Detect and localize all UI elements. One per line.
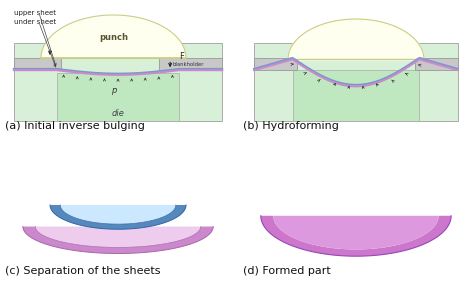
- Text: (d) Formed part: (d) Formed part: [243, 266, 330, 276]
- Text: upper sheet: upper sheet: [14, 10, 56, 16]
- Bar: [14, 58, 62, 70]
- Polygon shape: [273, 216, 438, 249]
- Text: p: p: [111, 86, 116, 95]
- Polygon shape: [50, 205, 186, 229]
- Text: die: die: [111, 109, 125, 118]
- Bar: [159, 58, 222, 70]
- Ellipse shape: [339, 198, 373, 207]
- Bar: [292, 70, 419, 122]
- Polygon shape: [60, 205, 176, 224]
- Polygon shape: [41, 15, 186, 58]
- Polygon shape: [261, 216, 451, 256]
- Bar: [254, 58, 297, 70]
- Polygon shape: [36, 227, 201, 247]
- Bar: [415, 58, 458, 70]
- Text: blankholder: blankholder: [173, 62, 204, 67]
- Text: punch: punch: [99, 33, 128, 42]
- Ellipse shape: [324, 197, 388, 213]
- Bar: [14, 43, 222, 122]
- Text: F: F: [179, 52, 184, 61]
- Polygon shape: [23, 227, 213, 253]
- Text: (c) Separation of the sheets: (c) Separation of the sheets: [5, 266, 160, 276]
- Text: (b) Hydroforming: (b) Hydroforming: [243, 121, 338, 131]
- Text: (a) Initial inverse bulging: (a) Initial inverse bulging: [5, 121, 145, 131]
- Ellipse shape: [100, 197, 136, 205]
- Bar: [254, 43, 458, 122]
- Text: under sheet: under sheet: [14, 19, 56, 25]
- Bar: [57, 73, 179, 122]
- Polygon shape: [288, 19, 424, 59]
